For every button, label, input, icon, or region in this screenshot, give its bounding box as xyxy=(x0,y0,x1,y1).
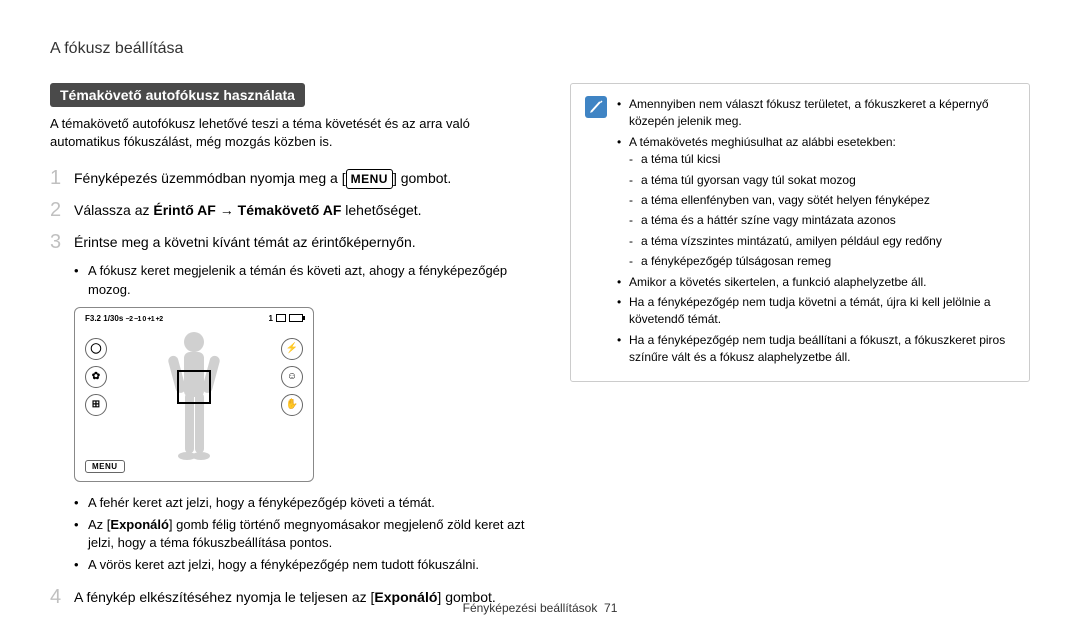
info-item-1: Amennyiben nem választ fókusz területet,… xyxy=(617,96,1015,131)
shutter: 1/30s xyxy=(103,314,123,323)
step-1: 1 Fényképezés üzemmódban nyomja meg a [M… xyxy=(50,166,540,190)
mode-icon-3: ⊞ xyxy=(85,394,107,416)
camera-screen: F3.2 1/30s −2 −1 0 +1 +2 1 ◯ ✿ ⊞ ⚡ ☺ ✋ xyxy=(74,307,314,482)
card-icon xyxy=(276,314,286,322)
info-sub-5: a téma vízszintes mintázatú, amilyen pél… xyxy=(629,233,1015,250)
battery-icon xyxy=(289,314,303,322)
info-item-4: Ha a fényképezőgép nem tudja követni a t… xyxy=(617,294,1015,329)
info-sub-1: a téma túl kicsi xyxy=(629,151,1015,168)
step-number: 2 xyxy=(50,198,74,222)
bullet-white: A fehér keret azt jelzi, hogy a fényképe… xyxy=(74,494,540,512)
step-arrow: → xyxy=(216,202,238,218)
intro-text: A témakövető autofókusz lehetővé teszi a… xyxy=(50,115,540,151)
mode-icon-2: ✿ xyxy=(85,366,107,388)
left-column: Témakövető autofókusz használata A témak… xyxy=(50,83,540,617)
note-icon xyxy=(585,96,607,118)
step-number: 3 xyxy=(50,230,74,254)
step-number: 1 xyxy=(50,166,74,190)
step-text: Érintse meg a követni kívánt témát az ér… xyxy=(74,234,416,250)
footer: Fényképezési beállítások 71 xyxy=(0,601,1080,615)
step-text-post: ] gombot. xyxy=(393,170,451,186)
step-bold: Érintő AF xyxy=(153,202,215,218)
info-item-2: A témakövetés meghiúsulhat az alábbi ese… xyxy=(617,134,1015,271)
aperture: F3.2 xyxy=(85,314,101,323)
info-item-3: Amikor a követés sikertelen, a funkció a… xyxy=(617,274,1015,291)
section-heading: Témakövető autofókusz használata xyxy=(50,83,305,107)
right-column: Amennyiben nem választ fókusz területet,… xyxy=(570,83,1030,617)
stabilizer-icon: ✋ xyxy=(281,394,303,416)
focus-box xyxy=(177,370,211,404)
bullet-red: A vörös keret azt jelzi, hogy a fényképe… xyxy=(74,556,540,574)
step-text: Válassza az xyxy=(74,202,153,218)
step-2: 2 Válassza az Érintő AF → Témakövető AF … xyxy=(50,198,540,222)
step-text-post: lehetőséget. xyxy=(341,202,421,218)
flash-icon: ⚡ xyxy=(281,338,303,360)
face-icon: ☺ xyxy=(281,366,303,388)
step3-bullet: A fókusz keret megjelenik a témán és köv… xyxy=(74,262,540,298)
info-sub-3: a téma ellenfényben van, vagy sötét hely… xyxy=(629,192,1015,209)
menu-badge: MENU xyxy=(346,169,393,189)
exposure-scale: −2 −1 0 +1 +2 xyxy=(126,316,163,323)
info-box: Amennyiben nem választ fókusz területet,… xyxy=(570,83,1030,382)
step-text: Fényképezés üzemmódban nyomja meg a [ xyxy=(74,170,346,186)
step-bold2: Témakövető AF xyxy=(238,202,342,218)
step-3: 3 Érintse meg a követni kívánt témát az … xyxy=(50,230,540,254)
footer-label: Fényképezési beállítások xyxy=(463,601,598,615)
page-title: A fókusz beállítása xyxy=(50,40,1030,58)
screen-menu-button: MENU xyxy=(85,460,125,473)
info-item-5: Ha a fényképezőgép nem tudja beállítani … xyxy=(617,332,1015,367)
info-sub-4: a téma és a háttér színe vagy mintázata … xyxy=(629,212,1015,229)
info-sub-6: a fényképezőgép túlságosan remeg xyxy=(629,253,1015,270)
footer-page: 71 xyxy=(604,601,617,615)
info-sub-2: a téma túl gyorsan vagy túl sokat mozog xyxy=(629,172,1015,189)
bullet-green: Az [Exponáló] gomb félig történő megnyom… xyxy=(74,516,540,552)
after-screen-bullets: A fehér keret azt jelzi, hogy a fényképe… xyxy=(74,494,540,575)
counter: 1 xyxy=(269,314,273,323)
mode-icon-1: ◯ xyxy=(85,338,107,360)
